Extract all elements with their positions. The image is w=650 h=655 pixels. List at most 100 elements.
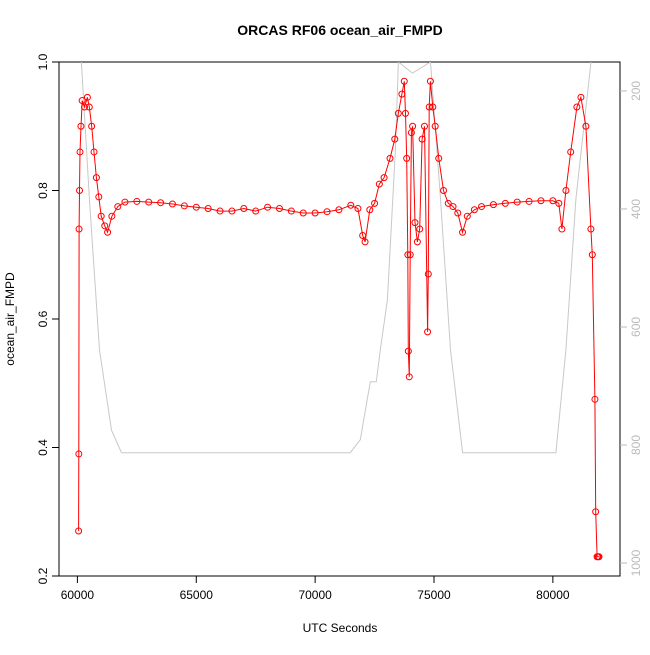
- data-point: [380, 174, 388, 182]
- plot-frame: [58, 61, 621, 577]
- data-point: [361, 238, 369, 246]
- data-point: [463, 212, 471, 220]
- data-point: [403, 154, 411, 162]
- data-point: [595, 553, 603, 561]
- data-point: [77, 122, 85, 130]
- data-point: [449, 203, 457, 211]
- data-point: [287, 207, 295, 215]
- data-point: [592, 508, 600, 516]
- data-point: [398, 90, 406, 98]
- y2-tick-label: 1000: [629, 549, 643, 576]
- data-point: [168, 200, 176, 208]
- data-point: [108, 212, 116, 220]
- data-point: [192, 203, 200, 211]
- data-point: [424, 328, 432, 336]
- data-point: [549, 197, 557, 205]
- data-point: [264, 203, 272, 211]
- data-point: [429, 103, 437, 111]
- data-point: [459, 228, 467, 236]
- y2-tick-label: 400: [629, 199, 643, 219]
- data-point: [407, 129, 415, 137]
- data-point: [95, 193, 103, 201]
- plot-area: [75, 62, 603, 561]
- data-point: [101, 222, 109, 230]
- data-point: [401, 109, 409, 117]
- data-point: [391, 135, 399, 143]
- data-point: [252, 207, 260, 215]
- x-tick-label: 80000: [536, 588, 570, 602]
- data-point: [405, 373, 413, 381]
- data-point: [299, 209, 307, 217]
- data-point: [562, 187, 570, 194]
- data-point: [371, 199, 379, 207]
- data-point: [431, 122, 439, 130]
- y-tick-label: 0.6: [36, 310, 50, 327]
- data-point: [555, 199, 563, 207]
- x-axis-label: UTC Seconds: [303, 621, 378, 635]
- data-point: [573, 103, 581, 111]
- data-point: [525, 197, 533, 205]
- data-point: [567, 148, 575, 156]
- data-point: [359, 231, 367, 239]
- data-point: [311, 209, 319, 217]
- data-point: [76, 187, 84, 194]
- data-point: [411, 219, 419, 227]
- data-point: [394, 109, 402, 117]
- data-point: [133, 197, 141, 205]
- data-point: [424, 270, 432, 278]
- data-point: [88, 122, 96, 130]
- y2-tick-label: 800: [629, 435, 643, 455]
- data-point: [78, 97, 86, 105]
- data-point: [444, 199, 452, 207]
- data-point: [420, 122, 428, 130]
- data-point: [97, 212, 105, 220]
- data-point: [418, 135, 426, 143]
- data-point: [228, 207, 236, 215]
- data-point: [425, 103, 433, 111]
- y-tick-label: 0.4: [36, 439, 50, 456]
- y2-tick-label: 600: [629, 317, 643, 337]
- secondary-line: [80, 62, 592, 454]
- data-point: [83, 93, 91, 101]
- data-point: [440, 187, 448, 194]
- chart-title: ORCAS RF06 ocean_air_FMPD: [237, 22, 442, 38]
- data-point: [81, 103, 89, 111]
- data-point: [582, 122, 590, 130]
- data-point: [404, 347, 412, 355]
- data-point: [354, 204, 362, 212]
- data-point: [435, 154, 443, 162]
- data-point: [75, 225, 83, 233]
- x-tick-label: 75000: [417, 588, 451, 602]
- y-tick-label: 0.2: [36, 567, 50, 584]
- data-point: [400, 77, 408, 85]
- data-point: [347, 201, 355, 209]
- data-point: [366, 206, 374, 214]
- data-point: [323, 208, 331, 216]
- data-point: [577, 93, 585, 101]
- data-point: [416, 225, 424, 233]
- data-point: [90, 148, 98, 156]
- data-point: [180, 202, 188, 210]
- data-point: [409, 122, 417, 130]
- data-point: [587, 225, 595, 233]
- y-tick-label: 1.0: [36, 53, 50, 70]
- data-point: [501, 199, 509, 207]
- data-point: [92, 174, 100, 182]
- data-point: [426, 77, 434, 85]
- data-point: [404, 251, 412, 259]
- data-point: [489, 201, 497, 209]
- data-point: [386, 154, 394, 162]
- data-point: [75, 527, 83, 535]
- x-tick-label: 60000: [61, 588, 95, 602]
- data-point: [513, 198, 521, 206]
- data-point: [558, 225, 566, 233]
- data-point: [591, 395, 599, 403]
- data-point: [335, 206, 343, 214]
- data-point: [85, 103, 93, 111]
- data-point: [275, 204, 283, 212]
- data-point: [240, 204, 248, 212]
- x-tick-label: 70000: [298, 588, 332, 602]
- data-point: [588, 251, 596, 259]
- y-axis-label: ocean_air_FMPD: [3, 272, 17, 366]
